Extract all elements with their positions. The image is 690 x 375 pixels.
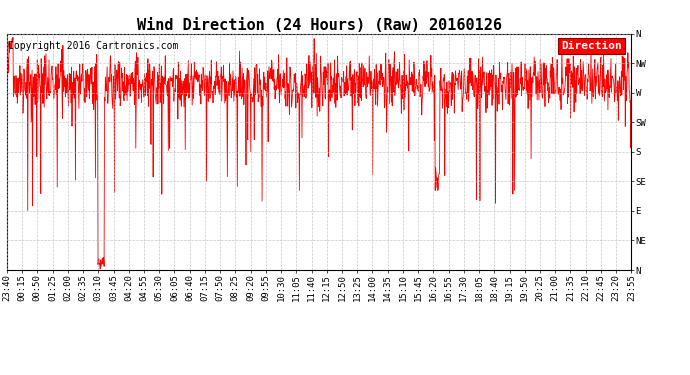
Title: Wind Direction (24 Hours) (Raw) 20160126: Wind Direction (24 Hours) (Raw) 20160126 [137,18,502,33]
Text: Copyright 2016 Cartronics.com: Copyright 2016 Cartronics.com [8,41,179,51]
Text: Direction: Direction [561,41,622,51]
